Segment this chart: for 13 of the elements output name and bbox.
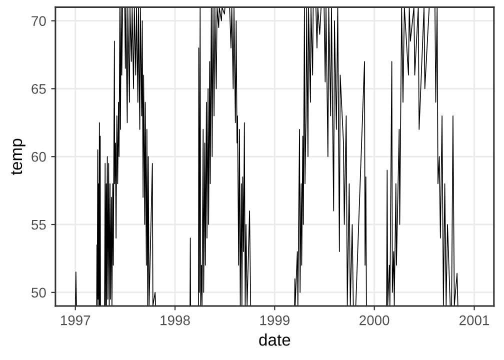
x-tick-label: 2000 [360,315,390,326]
x-tick-label: 2001 [460,315,490,326]
y-tick-label: 50 [32,288,46,298]
y-tick-label: 65 [32,84,46,94]
line-series [74,7,458,306]
x-tick-label: 1997 [60,315,90,326]
y-tick-label: 70 [32,16,46,26]
x-tick-label: 1999 [260,315,290,326]
y-tick-label: 60 [32,152,46,162]
x-axis-title: date [259,334,290,346]
y-tick-label: 55 [32,220,46,230]
y-axis-title: temp [11,138,26,175]
x-tick-label: 1998 [160,315,190,326]
